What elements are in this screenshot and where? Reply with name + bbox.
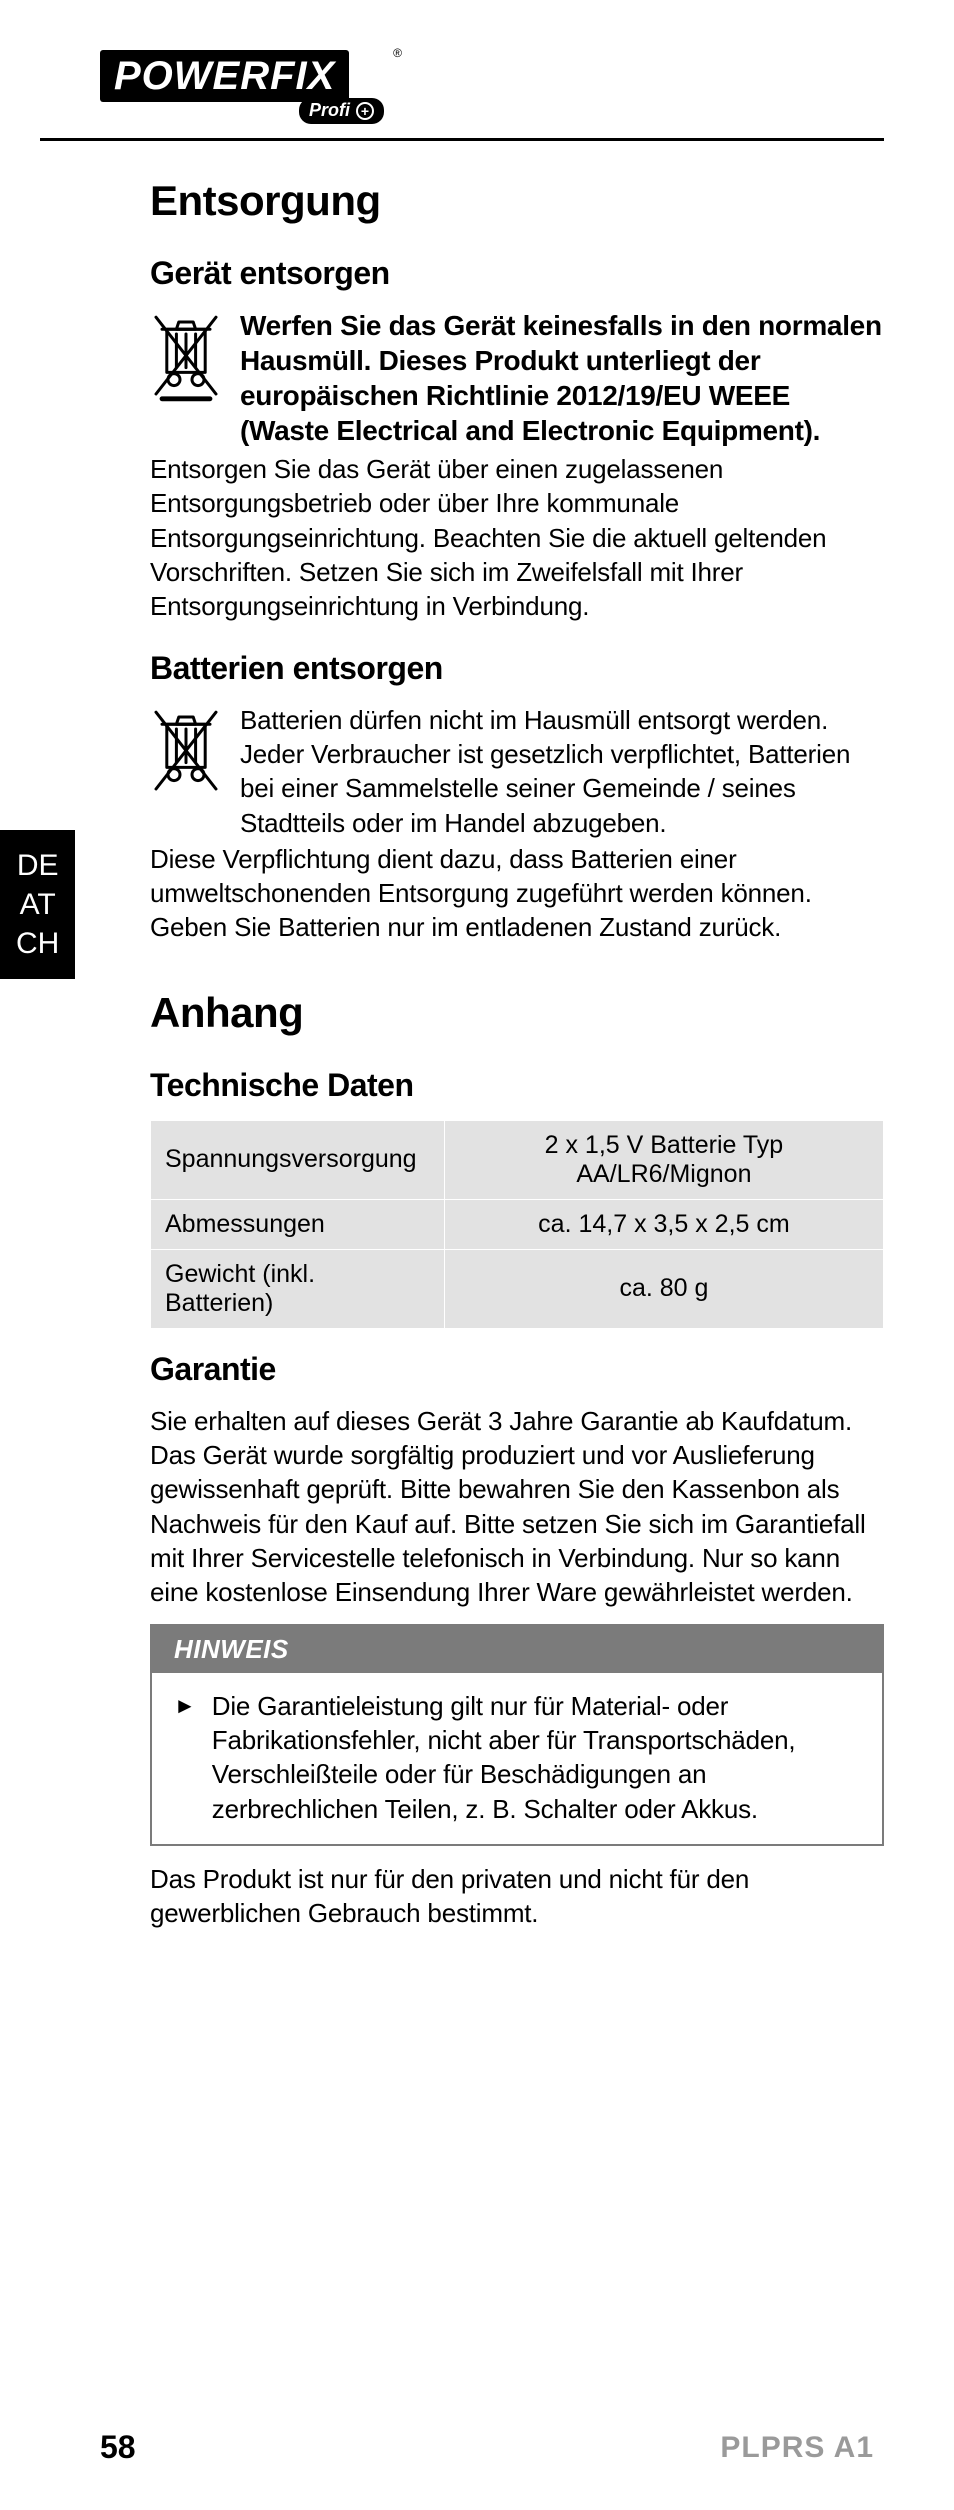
model-code: PLPRS A1 — [720, 2431, 874, 2465]
subheading-geraet-entsorgen: Gerät entsorgen — [150, 255, 884, 292]
batterien-body-2: Diese Verpflichtung dient dazu, dass Bat… — [150, 842, 884, 945]
hinweis-note-box: HINWEIS ► Die Garantieleistung gilt nur … — [150, 1624, 884, 1846]
spec-value: 2 x 1,5 V Batterie Typ AA/LR6/Mignon — [444, 1120, 883, 1199]
geraet-body-text: Entsorgen Sie das Gerät über einen zugel… — [150, 452, 884, 624]
note-arrow-icon: ► — [174, 1693, 196, 1826]
crossed-bin-icon — [150, 705, 222, 799]
logo-sub-text: Profi — [309, 100, 350, 121]
spec-label: Abmessungen — [151, 1199, 445, 1249]
lang-de: DE — [16, 846, 59, 885]
spec-label: Gewicht (inkl. Batterien) — [151, 1249, 445, 1328]
page-number: 58 — [100, 2429, 136, 2466]
hinweis-head: HINWEIS — [152, 1626, 882, 1673]
brand-logo: POWERFIX ® Profi + — [100, 50, 390, 102]
logo-plus-icon: + — [356, 102, 374, 120]
garantie-after-text: Das Produkt ist nur für den privaten und… — [150, 1862, 884, 1931]
heading-anhang: Anhang — [150, 989, 884, 1037]
table-row: Spannungsversorgung 2 x 1,5 V Batterie T… — [151, 1120, 884, 1199]
table-row: Abmessungen ca. 14,7 x 3,5 x 2,5 cm — [151, 1199, 884, 1249]
crossed-bin-icon — [150, 310, 222, 404]
subheading-batterien-entsorgen: Batterien entsorgen — [150, 650, 884, 687]
table-row: Gewicht (inkl. Batterien) ca. 80 g — [151, 1249, 884, 1328]
spec-label: Spannungsversorgung — [151, 1120, 445, 1199]
spec-value: ca. 14,7 x 3,5 x 2,5 cm — [444, 1199, 883, 1249]
heading-entsorgung: Entsorgung — [150, 177, 884, 225]
garantie-body: Sie erhalten auf dieses Gerät 3 Jahre Ga… — [150, 1404, 884, 1610]
logo-main-text: POWERFIX — [100, 50, 349, 102]
lang-ch: CH — [16, 924, 59, 963]
hinweis-text: Die Garantieleistung gilt nur für Materi… — [212, 1689, 860, 1826]
logo-registered: ® — [393, 46, 402, 60]
spec-value: ca. 80 g — [444, 1249, 883, 1328]
page-footer: 58 PLPRS A1 — [100, 2429, 874, 2466]
lang-at: AT — [16, 885, 59, 924]
language-tab: DE AT CH — [0, 830, 75, 979]
spec-table: Spannungsversorgung 2 x 1,5 V Batterie T… — [150, 1120, 884, 1329]
geraet-bold-text: Werfen Sie das Gerät keinesfalls in den … — [240, 308, 884, 448]
logo-sub-badge: Profi + — [299, 98, 384, 124]
subheading-garantie: Garantie — [150, 1351, 884, 1388]
subheading-technische-daten: Technische Daten — [150, 1067, 884, 1104]
header-divider — [40, 138, 884, 141]
batterien-body-1: Batterien dürfen nicht im Hausmüll entso… — [240, 705, 850, 838]
